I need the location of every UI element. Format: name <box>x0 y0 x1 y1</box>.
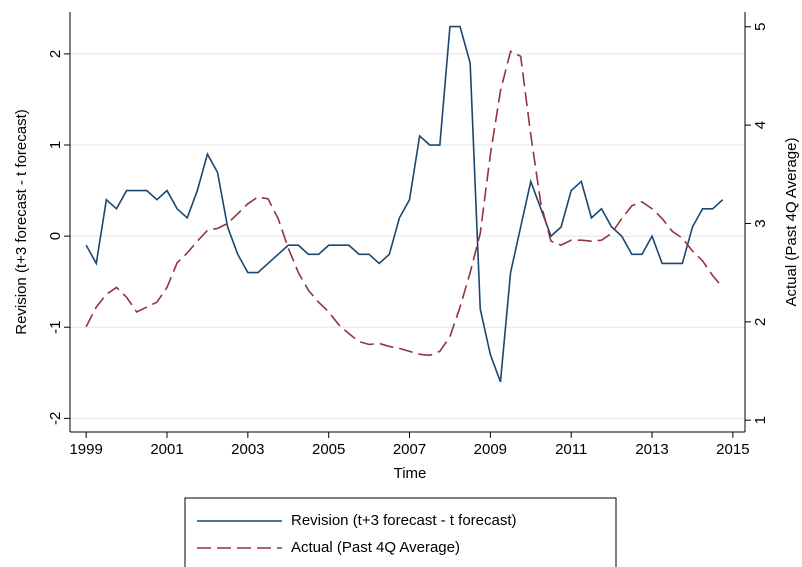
x-tick-label: 2015 <box>716 441 749 458</box>
y-axis-title: Revision (t+3 forecast - t forecast) <box>13 109 30 335</box>
x-tick-label: 1999 <box>69 441 102 458</box>
y2-tick-label: 3 <box>752 219 769 227</box>
y-tick-label: -1 <box>47 321 64 334</box>
y2-tick-label: 2 <box>752 318 769 326</box>
y2-tick-label: 4 <box>752 121 769 129</box>
legend-box <box>184 497 617 567</box>
x-tick-label: 2011 <box>555 441 587 458</box>
y-tick-label: 2 <box>47 50 64 58</box>
x-axis-title: Time <box>394 465 427 482</box>
y-tick-label: 0 <box>47 232 64 240</box>
y2-tick-label: 5 <box>752 23 769 31</box>
y-tick-label: -2 <box>47 412 64 425</box>
x-tick-label: 2005 <box>312 441 345 458</box>
y2-axis-title: Actual (Past 4Q Average) <box>783 138 800 307</box>
legend-label: Actual (Past 4Q Average) <box>291 539 460 556</box>
x-tick-label: 2013 <box>635 441 668 458</box>
y2-tick-label: 1 <box>752 416 769 424</box>
series-line <box>85 50 724 357</box>
x-tick-label: 2009 <box>474 441 507 458</box>
x-tick-label: 2001 <box>150 441 183 458</box>
series-line <box>85 25 724 383</box>
x-tick-label: 2003 <box>231 441 264 458</box>
x-tick-label: 2007 <box>393 441 426 458</box>
y-tick-label: 1 <box>47 141 64 149</box>
legend-label: Revision (t+3 forecast - t forecast) <box>291 512 517 529</box>
